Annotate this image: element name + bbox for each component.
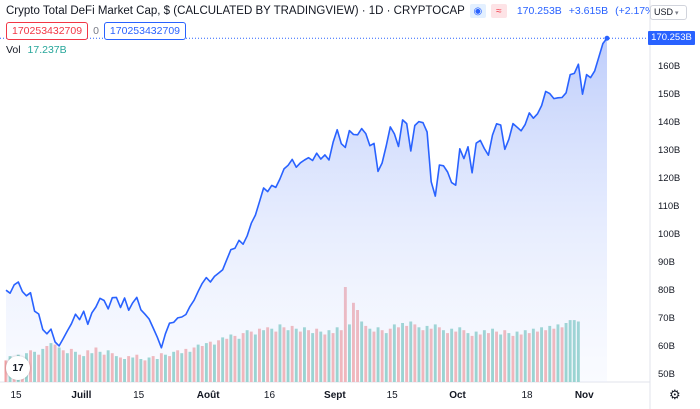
volume-label: Vol xyxy=(6,44,21,56)
price-axis-label: 80B xyxy=(658,285,675,296)
price-axis-label: 130B xyxy=(658,145,681,156)
price-axis-label: 150B xyxy=(658,89,681,100)
volume-legend[interactable]: Vol 17.237B xyxy=(6,44,67,56)
time-axis-label: Oct xyxy=(449,390,466,401)
input-field-red[interactable]: 170253432709 xyxy=(6,22,89,40)
time-axis-label: Juill xyxy=(71,390,92,401)
time-axis-label: Nov xyxy=(574,390,594,401)
price-axis-label: 140B xyxy=(658,117,681,128)
tradingview-logo-icon[interactable]: 17 xyxy=(6,356,30,380)
time-axis-label: Août xyxy=(196,390,220,401)
volume-bar xyxy=(4,360,8,382)
time-axis-label: 15 xyxy=(386,390,398,401)
price-axis-label: 110B xyxy=(658,201,680,212)
eye-icon[interactable]: ◉ xyxy=(469,4,486,18)
time-axis-label: 15 xyxy=(10,390,22,401)
input-field-blue[interactable]: 170253432709 xyxy=(103,22,186,40)
chart-legend: Crypto Total DeFi Market Cap, $ (CALCULA… xyxy=(6,3,662,19)
price-axis-label: 50B xyxy=(658,369,675,380)
input-separator: 0 xyxy=(93,25,99,37)
time-axis-label: 18 xyxy=(521,390,533,401)
price-axis-label: 70B xyxy=(658,313,675,324)
price-axis-label: 90B xyxy=(658,257,675,268)
gear-icon[interactable]: ⚙ xyxy=(669,387,681,402)
symbol-title[interactable]: Crypto Total DeFi Market Cap, $ (CALCULA… xyxy=(6,5,465,17)
change-value: +3.615B xyxy=(568,5,609,17)
chevron-down-icon: ▾ xyxy=(675,10,679,17)
indicator-inputs: 170253432709 0 170253432709 xyxy=(6,22,186,40)
price-stats: 170.253B +3.615B (+2.17%) xyxy=(517,5,662,17)
time-axis-label: 15 xyxy=(133,390,145,401)
volume-value: 17.237B xyxy=(27,44,67,56)
price-line xyxy=(5,37,608,349)
currency-label: USD xyxy=(654,7,674,17)
last-price-tag: 170.253B xyxy=(648,31,695,45)
price-axis-label: 160B xyxy=(658,61,681,72)
price-area xyxy=(6,38,607,383)
price-axis-label: 100B xyxy=(658,229,681,240)
close-value: 170.253B xyxy=(516,5,562,17)
last-price-dot xyxy=(604,35,610,41)
change-percent: (+2.17%) xyxy=(615,5,658,17)
time-axis-label: Sept xyxy=(324,390,346,401)
wave-icon[interactable]: ≈ xyxy=(490,4,507,18)
price-axis-label: 120B xyxy=(658,173,681,184)
price-axis-label: 60B xyxy=(658,341,675,352)
time-axis-label: 16 xyxy=(263,390,276,401)
currency-selector[interactable]: USD ▾ xyxy=(650,5,687,20)
